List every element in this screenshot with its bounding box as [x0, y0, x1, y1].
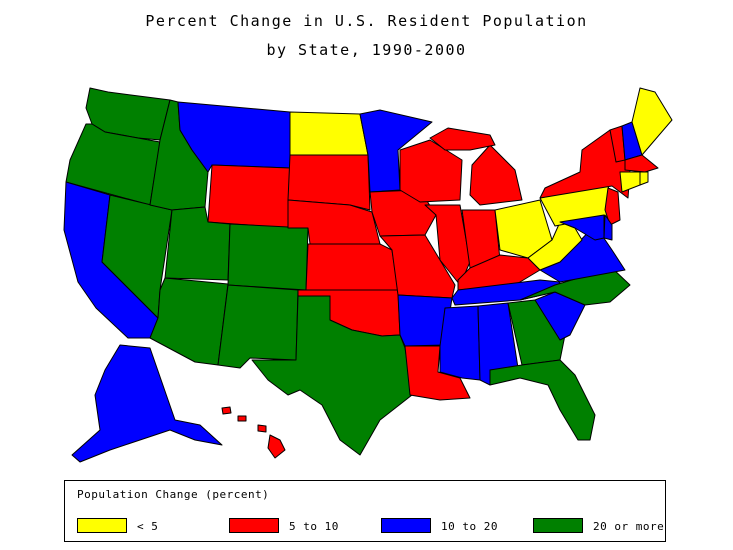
state-ri [639, 171, 649, 186]
state-ct [619, 171, 641, 193]
state-az [149, 277, 229, 366]
state-co [227, 223, 309, 291]
state-fl [489, 359, 596, 441]
state-hi-kauai [221, 406, 232, 415]
map-title: Percent Change in U.S. Resident Populati… [145, 12, 588, 30]
map-subtitle: by State, 1990-2000 [266, 41, 467, 59]
legend: Population Change (percent) < 5 5 to 10 … [64, 480, 666, 542]
state-wy [207, 164, 291, 229]
state-wv [527, 221, 583, 271]
state-sc [534, 291, 586, 341]
legend-title: Population Change (percent) [77, 488, 270, 501]
state-hi-oahu [237, 415, 247, 422]
state-hi-maui [257, 424, 267, 433]
state-md [559, 214, 605, 241]
state-mi-upper [429, 127, 496, 151]
state-wi [399, 139, 463, 203]
state-hi [267, 434, 286, 459]
state-mo [379, 234, 456, 299]
state-mi [469, 144, 523, 206]
us-map [63, 87, 673, 463]
state-ak [71, 344, 223, 463]
legend-swatch-green [533, 518, 583, 533]
state-sd [287, 154, 371, 211]
state-nc [519, 267, 631, 306]
state-nm [217, 284, 299, 369]
state-nj [604, 187, 621, 226]
legend-swatch-yellow [77, 518, 127, 533]
legend-swatch-red [229, 518, 279, 533]
state-tx [251, 295, 413, 456]
state-ms [439, 305, 481, 381]
legend-label: < 5 [137, 520, 159, 533]
state-ks [305, 243, 399, 291]
state-ga [507, 299, 566, 366]
legend-label: 5 to 10 [289, 520, 339, 533]
state-mn [359, 109, 433, 193]
state-ma [624, 154, 659, 173]
legend-swatch-blue [381, 518, 431, 533]
state-nd [289, 111, 369, 156]
legend-label: 20 or more [593, 520, 665, 533]
legend-label: 10 to 20 [441, 520, 498, 533]
